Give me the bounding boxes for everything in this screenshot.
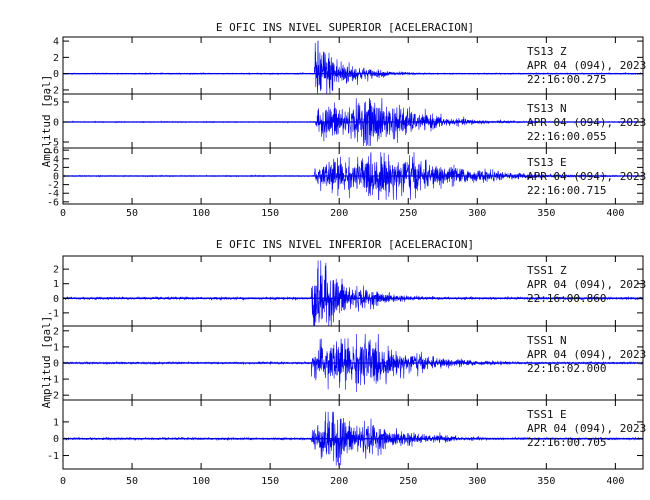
- panel-frame: [62, 399, 644, 470]
- x-tick-label: 300: [468, 476, 486, 487]
- x-tick-label: 250: [399, 208, 417, 219]
- record-date: APR 04 (094), 2023: [527, 170, 646, 183]
- x-tick-label: 400: [606, 208, 624, 219]
- component-code: Z: [560, 264, 567, 277]
- seismogram-group-1: E OFIC INS NIVEL SUPERIOR [ACELERACION] A…: [40, 21, 646, 219]
- panel-frame: [62, 255, 644, 327]
- record-date: APR 04 (094), 2023: [527, 422, 646, 435]
- x-tick-label: 350: [537, 208, 555, 219]
- y-tick-label: 0: [53, 69, 59, 80]
- y-tick-label: 2: [53, 265, 59, 276]
- record-time: 22:16:00.055: [527, 130, 606, 143]
- station-code: TS13: [527, 45, 554, 58]
- y-tick-label: -6: [47, 197, 59, 208]
- x-tick-label: 0: [60, 208, 66, 219]
- y-tick-label: -4: [47, 189, 59, 200]
- x-tick-label: 50: [126, 208, 138, 219]
- seismogram-group-2: E OFIC INS NIVEL INFERIOR [ACELERACION] A…: [40, 238, 646, 487]
- x-tick-label: 200: [330, 208, 348, 219]
- component-code: Z: [560, 45, 567, 58]
- x-tick-label: 100: [192, 476, 210, 487]
- station-code: TSS1: [527, 408, 554, 421]
- x-tick-label: 100: [192, 208, 210, 219]
- record-date: APR 04 (094), 2023: [527, 348, 646, 361]
- record-time: 22:16:00.705: [527, 436, 606, 449]
- y-tick-label: 4: [53, 37, 59, 48]
- y-tick-label: 0: [53, 118, 59, 129]
- chart-title: E OFIC INS NIVEL INFERIOR [ACELERACION]: [216, 238, 474, 251]
- component-code: N: [560, 102, 567, 115]
- record-date: APR 04 (094), 2023: [527, 59, 646, 72]
- component-code: N: [560, 334, 567, 347]
- y-tick-label: 6: [53, 146, 59, 157]
- y-tick-label: -1: [47, 308, 59, 319]
- x-tick-label: 0: [60, 476, 66, 487]
- x-tick-label: 150: [261, 476, 279, 487]
- x-tick-label: 50: [126, 476, 138, 487]
- y-tick-label: 1: [53, 417, 59, 428]
- y-tick-label: -2: [47, 391, 59, 402]
- x-tick-label: 350: [537, 476, 555, 487]
- y-tick-label: 1: [53, 342, 59, 353]
- y-tick-label: -1: [47, 375, 59, 386]
- y-tick-label: 0: [53, 294, 59, 305]
- y-tick-label: 0: [53, 172, 59, 183]
- y-tick-label: 0: [53, 434, 59, 445]
- record-date: APR 04 (094), 2023: [527, 116, 646, 129]
- station-code: TS13: [527, 156, 554, 169]
- chart-title: E OFIC INS NIVEL SUPERIOR [ACELERACION]: [216, 21, 474, 34]
- y-tick-label: 4: [53, 154, 59, 165]
- record-time: 22:16:00.860: [527, 292, 606, 305]
- y-tick-label: -1: [47, 451, 59, 462]
- x-tick-label: 200: [330, 476, 348, 487]
- record-time: 22:16:00.715: [527, 184, 606, 197]
- x-tick-label: 250: [399, 476, 417, 487]
- y-tick-label: -2: [47, 85, 59, 96]
- record-date: APR 04 (094), 2023: [527, 278, 646, 291]
- y-tick-label: 2: [53, 53, 59, 64]
- x-tick-label: 300: [468, 208, 486, 219]
- y-tick-label: -2: [47, 180, 59, 191]
- record-time: 22:16:02.000: [527, 362, 606, 375]
- y-axis-label: Amplitud [gal]: [40, 75, 53, 168]
- y-tick-label: -5: [47, 138, 59, 149]
- station-code: TSS1: [527, 334, 554, 347]
- y-tick-label: 0: [53, 359, 59, 370]
- record-time: 22:16:00.275: [527, 73, 606, 86]
- component-code: E: [560, 408, 567, 421]
- y-tick-label: 1: [53, 279, 59, 290]
- y-tick-label: 2: [53, 326, 59, 337]
- x-tick-label: 400: [606, 476, 624, 487]
- y-tick-label: 5: [53, 98, 59, 109]
- y-tick-label: 2: [53, 163, 59, 174]
- component-code: E: [560, 156, 567, 169]
- x-tick-label: 150: [261, 208, 279, 219]
- station-code: TSS1: [527, 264, 554, 277]
- y-axis-label: Amplitud [gal]: [40, 316, 53, 409]
- station-code: TS13: [527, 102, 554, 115]
